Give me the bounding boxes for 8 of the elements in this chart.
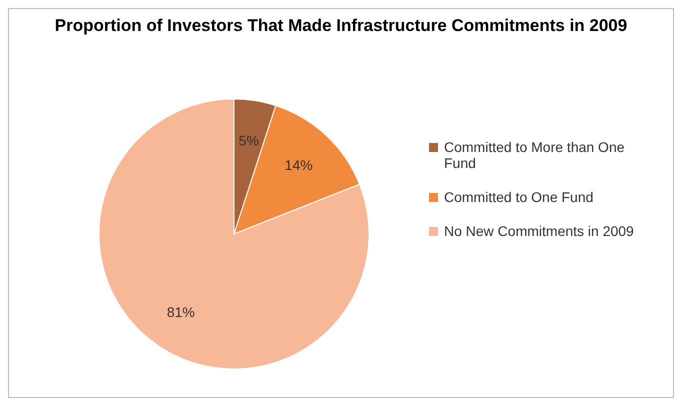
legend-label: Committed to More than One Fund	[444, 139, 626, 171]
pie-slice	[98, 98, 370, 370]
data-label: 14%	[284, 157, 313, 174]
data-label: 5%	[238, 132, 259, 149]
chart-title: Proportion of Investors That Made Infrastructure Commitments in 2009	[54, 15, 628, 37]
legend-label: No New Commitments in 2009	[444, 223, 635, 239]
data-label: 81%	[166, 304, 195, 320]
legend-label: Committed to One Fund	[444, 189, 594, 205]
